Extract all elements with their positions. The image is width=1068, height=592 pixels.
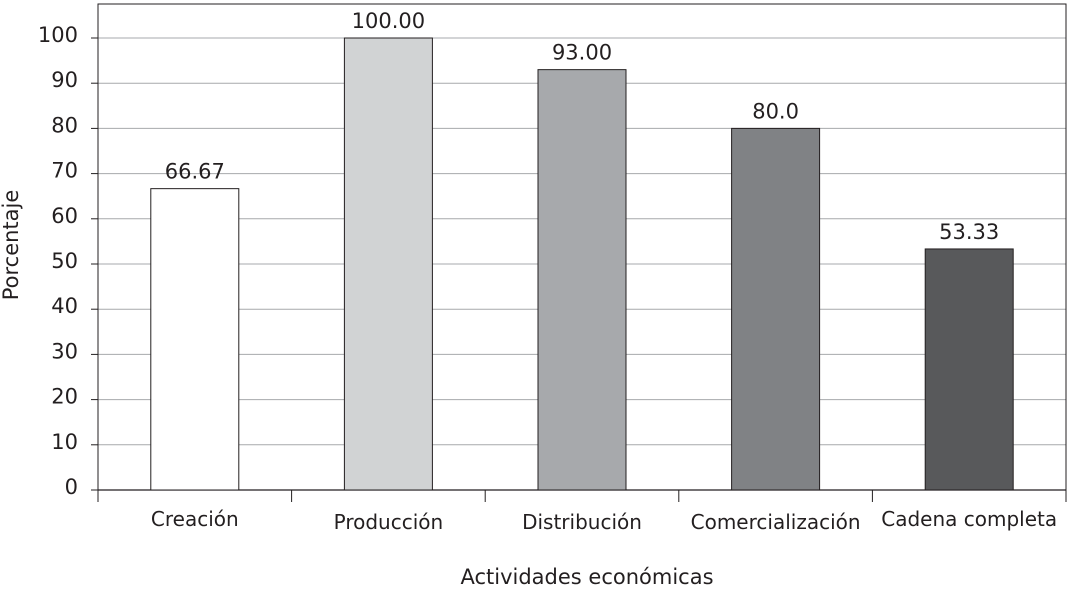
x-tick-label: Creación: [151, 507, 239, 531]
x-axis-tick-labels: Creación Producción Distribución Comerciali…: [151, 507, 1057, 534]
y-tick-label: 80: [51, 113, 78, 137]
y-tick-label: 10: [51, 430, 78, 454]
bar: [150, 188, 240, 491]
y-tick-label: 40: [51, 294, 78, 318]
bars: [150, 37, 1014, 491]
y-tick-label: 90: [51, 68, 78, 92]
y-tick-label: 50: [51, 249, 78, 273]
y-tick-label: 100: [38, 23, 78, 47]
value-labels: 66.67 100.00 93.00 80.0 53.33: [165, 9, 1000, 244]
x-tick-label: Producción: [334, 510, 444, 534]
x-tick-label: Cadena completa: [881, 507, 1057, 531]
bar: [537, 69, 627, 491]
bar-value-label: 66.67: [165, 160, 225, 184]
bar: [924, 248, 1014, 491]
x-axis-ticks: [97, 490, 1067, 502]
bar: [731, 127, 821, 491]
y-tick-label: 60: [51, 204, 78, 228]
bar: [343, 37, 433, 491]
x-axis-title: Actividades económicas: [460, 565, 713, 588]
y-axis-ticks: 0 10 20 30 40 50 60 70 80 90 100: [38, 23, 1066, 499]
y-tick-label: 70: [51, 159, 78, 183]
bar-value-label: 100.00: [352, 9, 425, 33]
x-tick-label: Comercialización: [691, 510, 861, 534]
y-tick-label: 20: [51, 385, 78, 409]
x-tick-label: Distribución: [522, 510, 642, 534]
y-tick-label: 30: [51, 339, 78, 363]
y-tick-label: 0: [65, 475, 78, 499]
bar-value-label: 80.0: [752, 99, 799, 123]
bar-value-label: 53.33: [939, 220, 999, 244]
bar-value-label: 93.00: [552, 41, 612, 65]
y-axis-title: Porcentaje: [0, 190, 23, 301]
